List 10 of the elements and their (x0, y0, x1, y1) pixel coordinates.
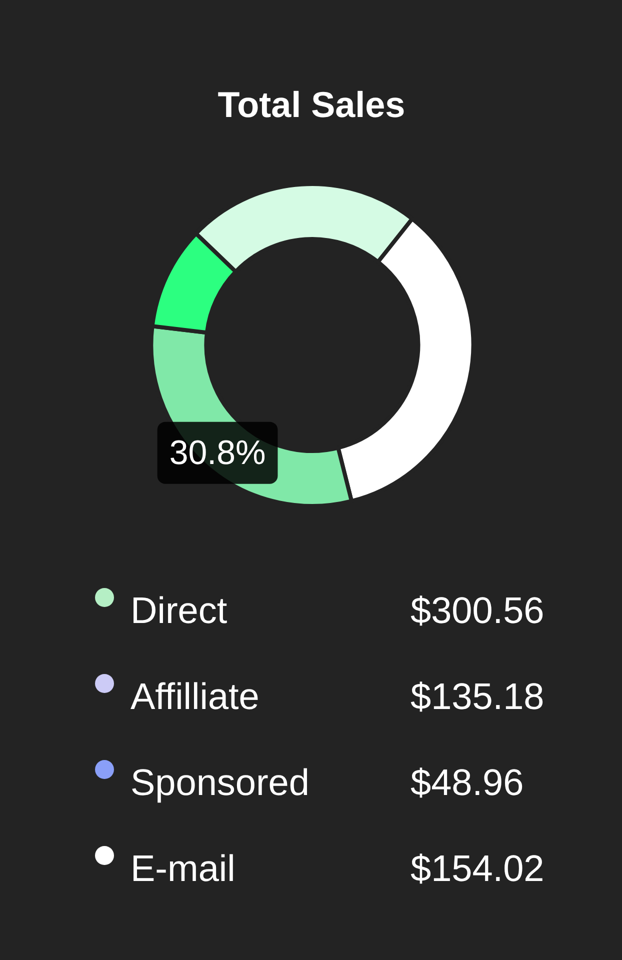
chart-title: Total Sales (218, 84, 406, 125)
text: $154.02 (410, 848, 544, 889)
text: $135.18 (410, 676, 544, 717)
text: $48.96 (410, 762, 524, 803)
data-label: 30.8% (169, 434, 266, 472)
category-label: Affilliate (130, 676, 260, 717)
category-label: Direct (130, 590, 228, 631)
category-label: Sponsored (130, 762, 310, 803)
text: $300.56 (410, 590, 544, 631)
category-label: E-mail (130, 848, 236, 889)
